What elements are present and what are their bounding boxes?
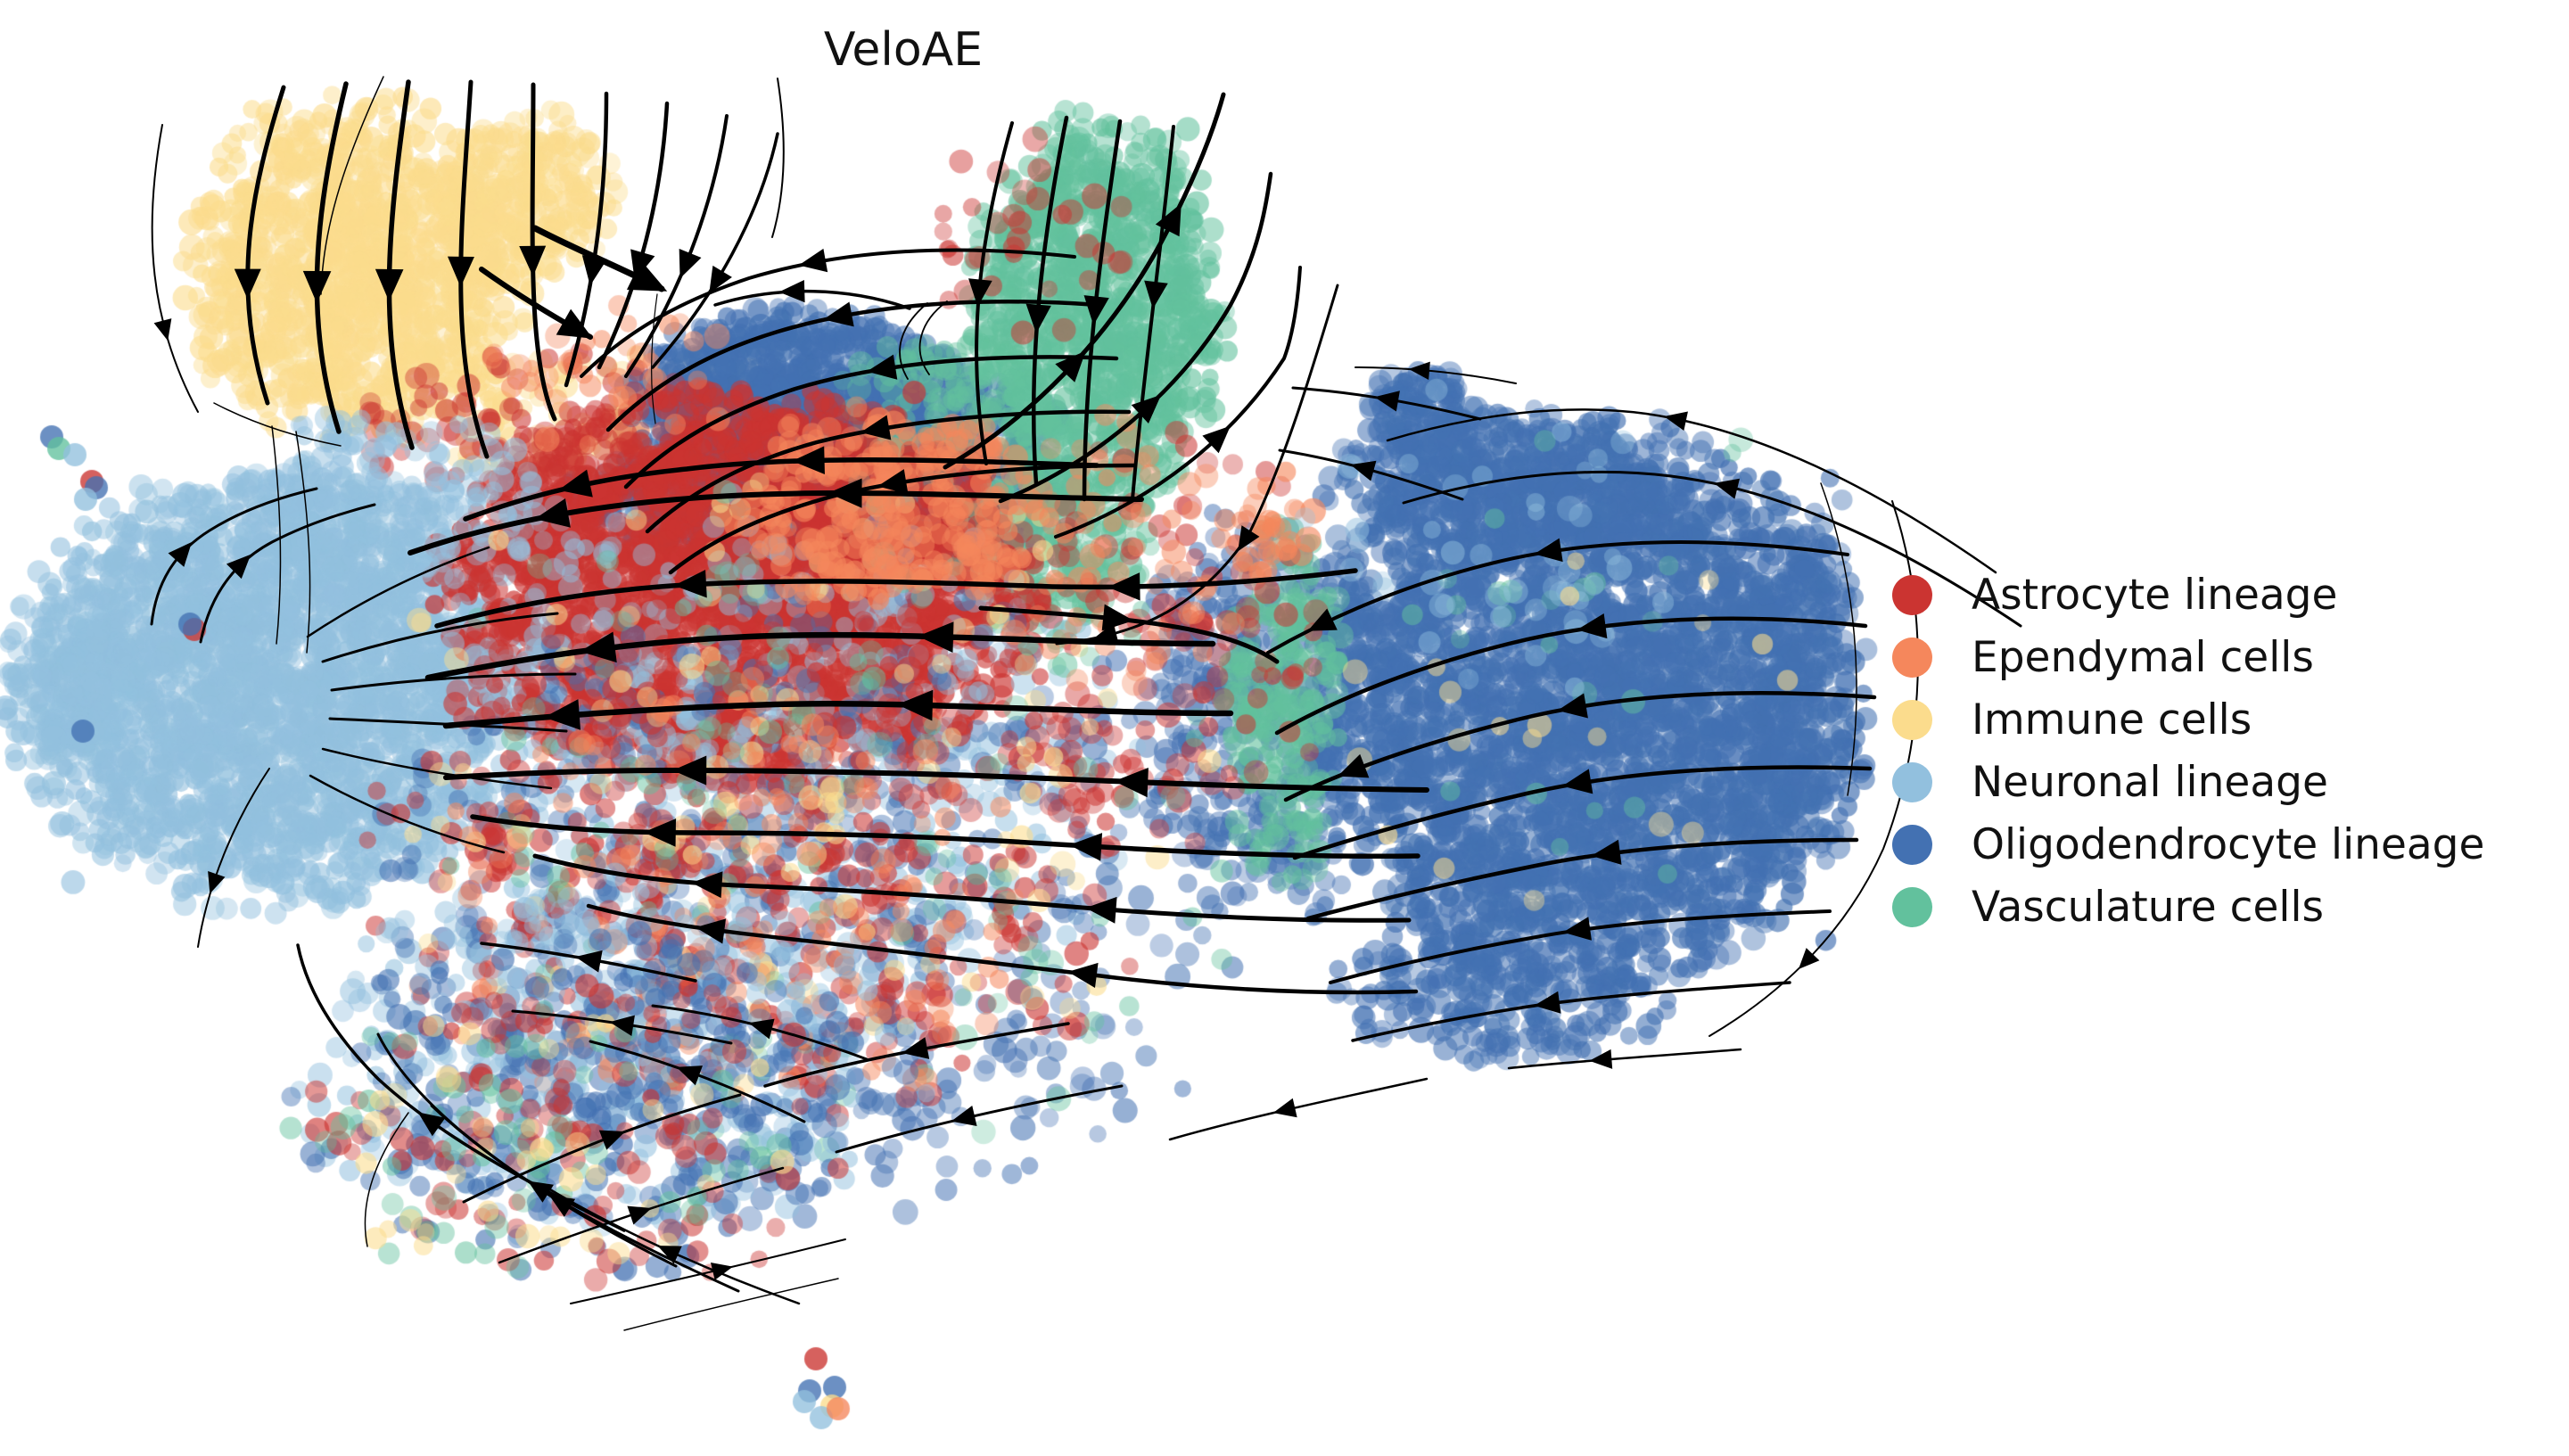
legend-item-ependymal: Ependymal cells: [1892, 633, 2484, 682]
legend-swatch: [1892, 574, 1932, 615]
legend-label: Immune cells: [1972, 695, 2252, 744]
legend-item-astrocyte: Astrocyte lineage: [1892, 571, 2484, 620]
legend-swatch: [1892, 886, 1932, 927]
plot-title: VeloAE: [823, 23, 984, 77]
legend-label: Astrocyte lineage: [1972, 570, 2338, 620]
legend: Astrocyte lineage Ependymal cells Immune…: [1892, 571, 2484, 950]
legend-label: Vasculature cells: [1972, 882, 2325, 932]
legend-item-neuronal: Neuronal lineage: [1892, 758, 2484, 807]
legend-swatch: [1892, 824, 1932, 865]
legend-label: Neuronal lineage: [1972, 757, 2328, 807]
legend-label: Ependymal cells: [1972, 632, 2314, 682]
legend-swatch: [1892, 761, 1932, 802]
legend-item-vasculature: Vasculature cells: [1892, 883, 2484, 932]
legend-item-immune: Immune cells: [1892, 695, 2484, 744]
legend-item-oligodendrocyte: Oligodendrocyte lineage: [1892, 820, 2484, 869]
legend-label: Oligodendrocyte lineage: [1972, 819, 2485, 869]
legend-swatch: [1892, 699, 1932, 740]
legend-swatch: [1892, 637, 1932, 678]
